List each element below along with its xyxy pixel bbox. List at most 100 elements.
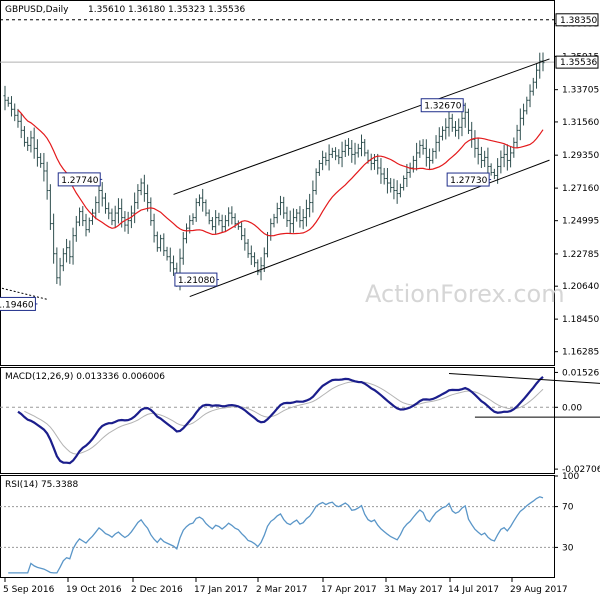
resistance-label: 1.38350 <box>560 16 597 26</box>
price-bar <box>463 102 467 128</box>
price-bar <box>385 167 389 194</box>
swing-label: 1.27730 <box>446 172 492 187</box>
price-bar <box>369 153 373 171</box>
swing-label-text: 1.27730 <box>450 176 487 186</box>
price-bar <box>421 139 425 155</box>
price-bar <box>479 146 483 168</box>
price-bar <box>340 141 344 168</box>
price-bar <box>470 121 474 148</box>
macd-title: MACD(12,26,9) 0.013336 0.006006 <box>5 372 165 382</box>
current-price-box <box>555 55 599 69</box>
price-bar <box>6 96 10 107</box>
price-bar <box>240 222 244 241</box>
macd-signal-line <box>24 381 544 455</box>
price-bar <box>515 124 519 148</box>
price-bar <box>168 247 172 272</box>
price-bar <box>330 147 334 159</box>
swing-label: 1.21080 <box>174 272 219 287</box>
price-bar <box>32 127 36 159</box>
price-bar <box>518 108 522 141</box>
price-bar <box>81 206 85 227</box>
price-bar <box>78 207 82 227</box>
price-header: GBPUSD,Daily 1.35610 1.36180 1.35323 1.3… <box>5 5 245 15</box>
price-bar <box>94 196 98 220</box>
price-bar <box>408 162 412 178</box>
x-tick-label: 31 May 2017 <box>384 585 443 595</box>
price-bars-layer <box>3 52 545 291</box>
rsi-layer: 100 70 30 <box>0 472 579 574</box>
price-bar <box>379 158 383 184</box>
price-bar <box>52 213 56 264</box>
price-bar <box>460 109 464 137</box>
swing-label: 1.27740 <box>57 172 103 187</box>
price-bar <box>58 257 62 286</box>
price-bar <box>308 193 312 218</box>
price-bar <box>538 52 542 79</box>
swing-label-box <box>0 296 36 311</box>
price-bar <box>282 196 286 219</box>
price-bar <box>194 198 198 222</box>
y-tick-label: 1.22785 <box>562 250 599 260</box>
macd-panel-frame <box>0 367 555 474</box>
price-bar <box>191 213 195 225</box>
price-bar <box>65 238 69 263</box>
price-bar <box>214 210 218 235</box>
ohlc-high: 1.36180 <box>128 5 165 15</box>
price-bar <box>236 220 240 230</box>
current-price-label: 1.35536 <box>560 58 597 68</box>
price-title: GBPUSD,Daily <box>5 5 69 15</box>
price-bar <box>528 84 532 108</box>
price-bar <box>259 257 263 281</box>
price-bar <box>347 138 351 156</box>
price-bar <box>301 209 305 230</box>
price-bar <box>535 63 539 89</box>
price-bar <box>441 126 445 141</box>
y-tick-label: 1.24995 <box>562 217 599 227</box>
price-bar <box>353 142 357 165</box>
price-bar <box>415 142 419 171</box>
price-bar <box>256 259 260 276</box>
swing-label-text: 1.19460 <box>0 300 34 310</box>
macd-trendline-upper <box>448 372 600 384</box>
swing-label-text: 1.27740 <box>61 176 98 186</box>
price-bar <box>123 211 127 232</box>
macd-y-tick-label: 0.00 <box>562 403 582 413</box>
price-bar <box>100 182 104 207</box>
y-tick-label: 1.16285 <box>562 348 599 358</box>
price-bar <box>337 149 341 165</box>
swing-label-box <box>57 172 101 187</box>
channel-upper-line <box>173 58 550 195</box>
swing-label-text: 1.21080 <box>178 276 215 286</box>
price-bar <box>434 135 438 159</box>
swing-label-box <box>174 272 218 287</box>
price-bar <box>61 248 65 272</box>
price-bar <box>428 148 432 170</box>
rsi-y-tick-label: 100 <box>562 472 579 482</box>
price-bar <box>275 202 279 224</box>
x-tick-label: 17 Apr 2017 <box>321 585 377 595</box>
price-bar <box>71 227 75 265</box>
watermark: ActionForex.com <box>365 280 565 308</box>
x-axis-layer: 5 Sep 2016 19 Oct 2016 2 Dec 2016 17 Jan 20… <box>3 578 568 595</box>
swing-label-box <box>420 98 464 113</box>
price-bar <box>278 195 282 216</box>
price-bar <box>522 103 526 126</box>
price-bar <box>466 108 470 134</box>
y-tick-label: 1.29350 <box>562 151 599 161</box>
price-annotations-layer: 1.27740 1.19460 1.21080 1.32670 1.27730 <box>0 98 492 311</box>
price-bar <box>227 207 231 227</box>
rsi-line <box>8 496 544 574</box>
price-bar <box>113 205 117 228</box>
price-bar <box>499 150 503 174</box>
rsi-y-tick-label: 30 <box>562 543 574 553</box>
price-bar <box>184 223 188 244</box>
price-bar <box>48 184 52 230</box>
price-bar <box>249 245 253 265</box>
price-bar <box>201 188 205 212</box>
x-tick-label: 19 Oct 2016 <box>66 585 122 595</box>
price-bar <box>502 144 506 168</box>
price-bar <box>317 160 321 176</box>
price-bar <box>285 206 289 227</box>
price-bar <box>230 206 234 225</box>
